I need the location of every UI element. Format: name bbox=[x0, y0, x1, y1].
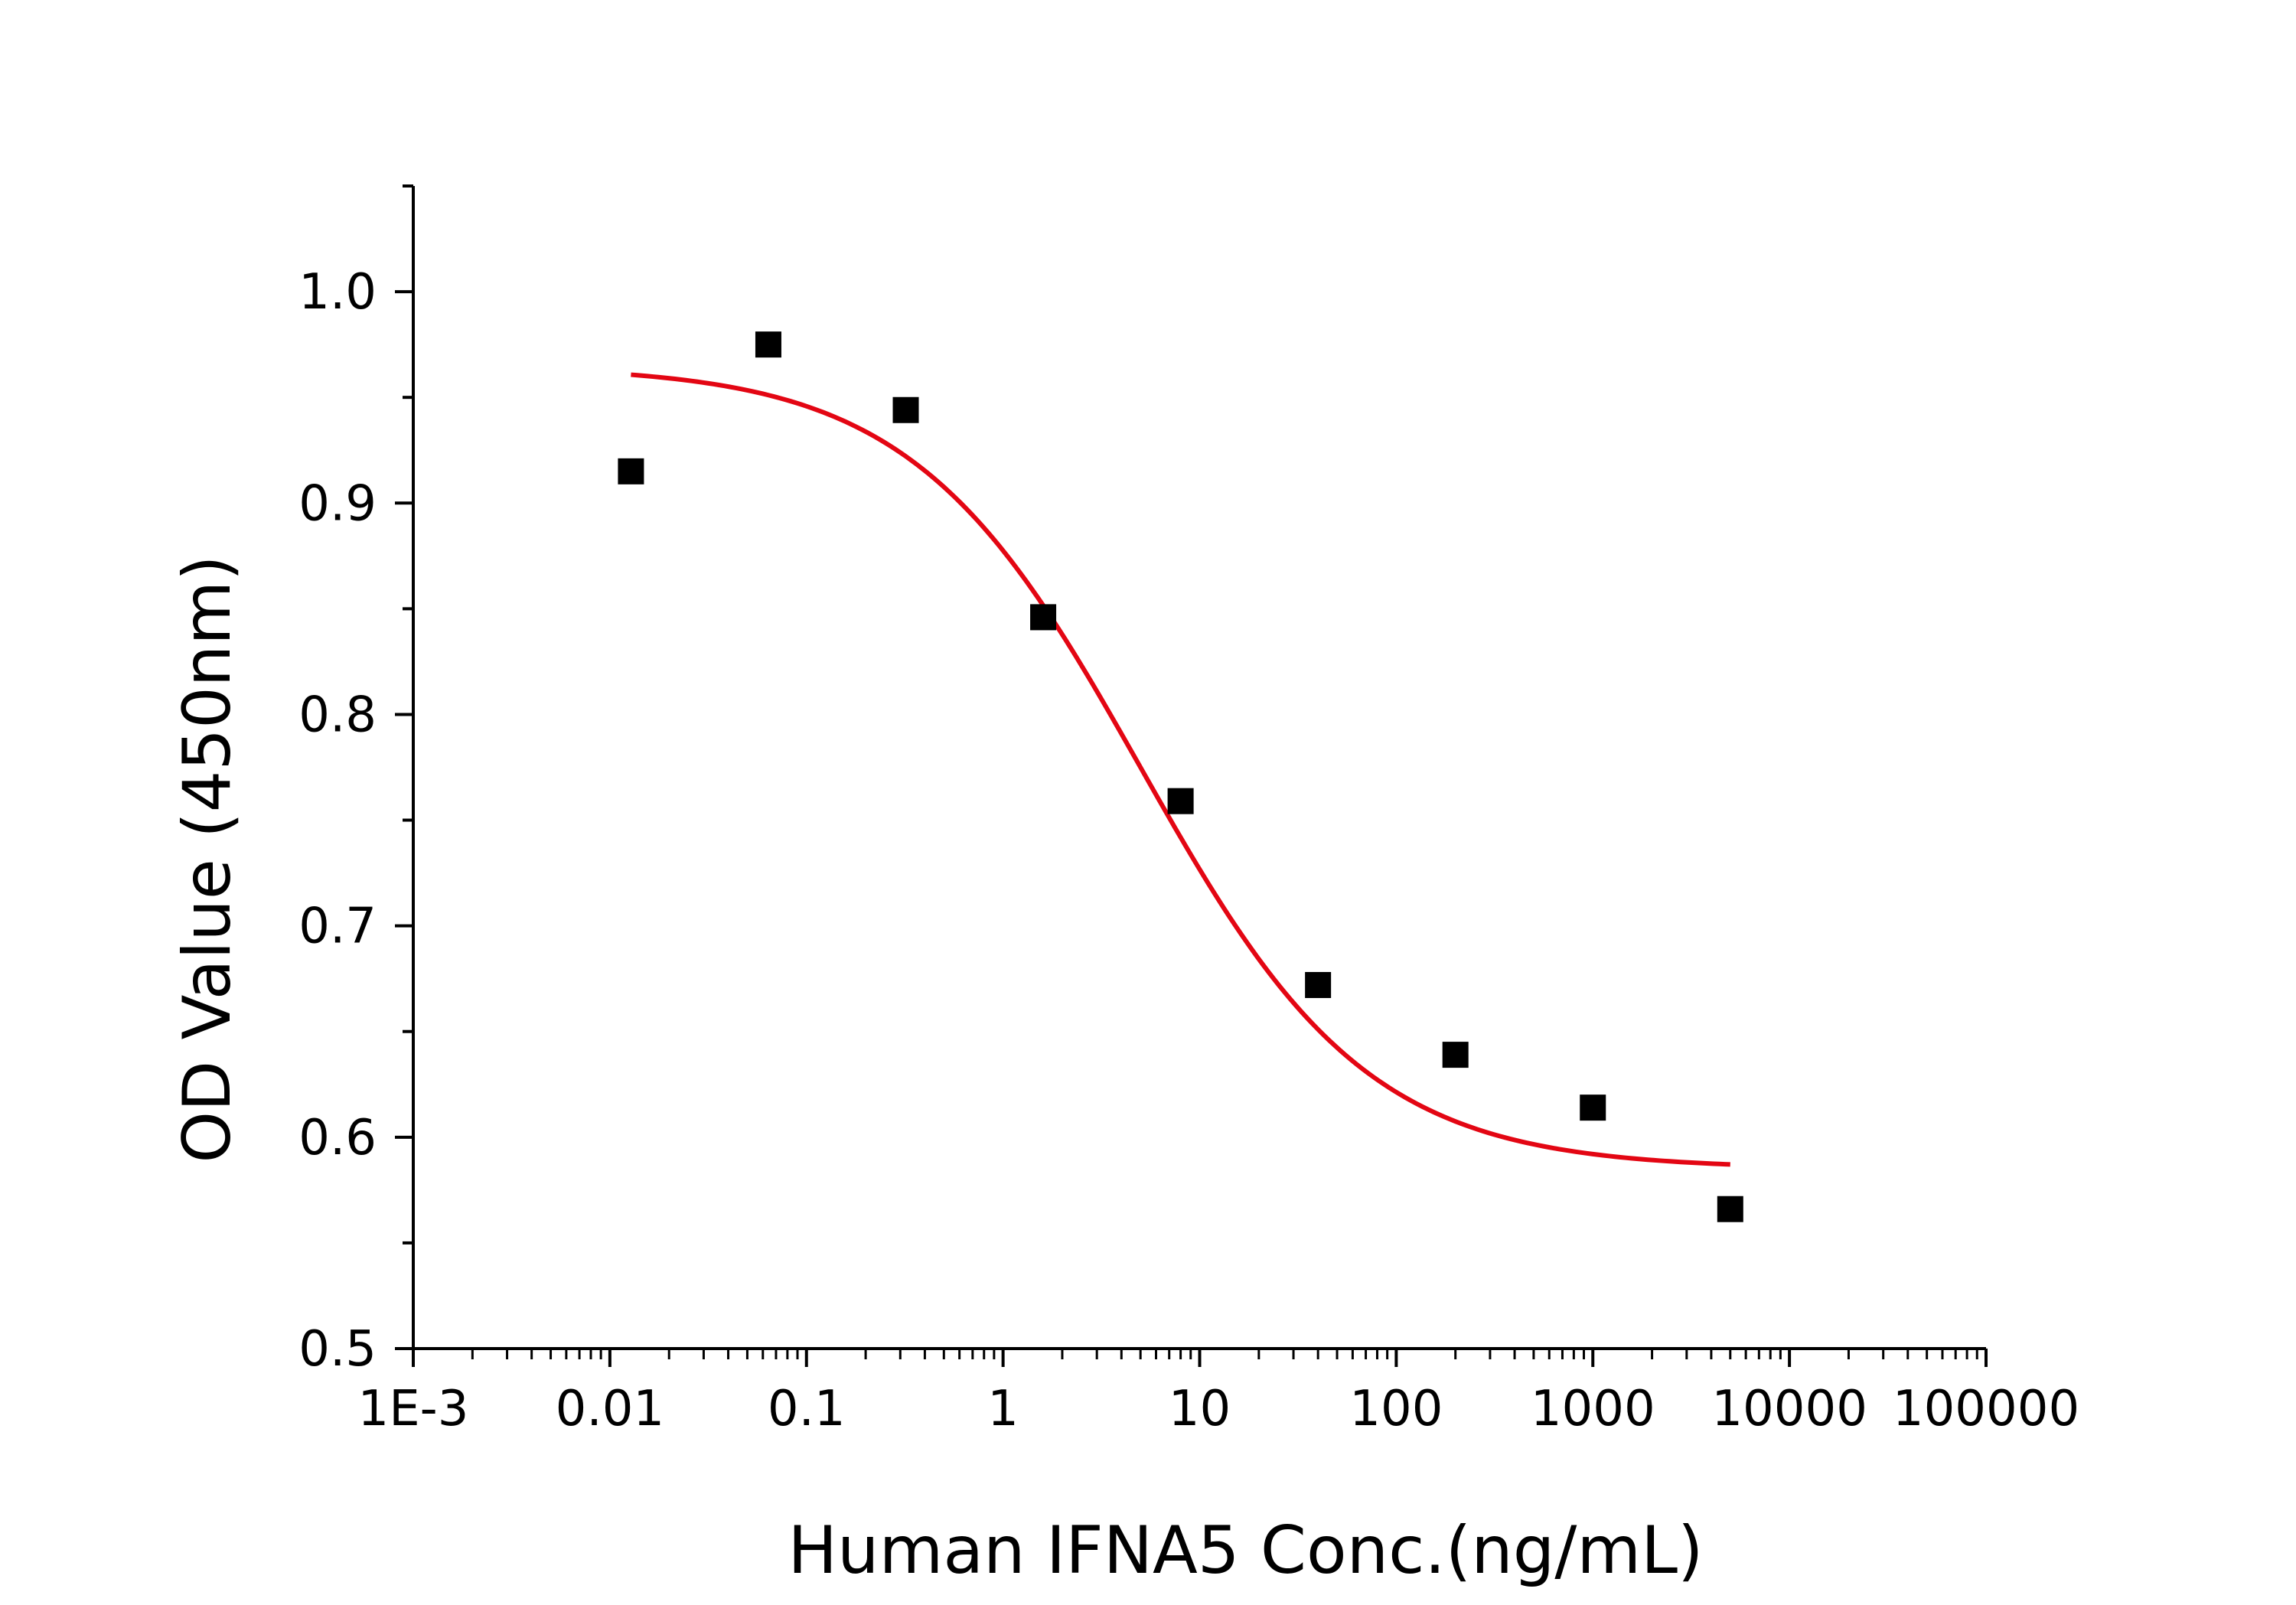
data-point bbox=[618, 458, 644, 484]
x-tick-label: 1E-3 bbox=[358, 1381, 469, 1437]
x-tick-label: 100000 bbox=[1893, 1381, 2079, 1437]
ticks bbox=[395, 184, 1988, 1367]
y-tick-label: 0.7 bbox=[298, 899, 377, 955]
x-tick-label: 10000 bbox=[1711, 1381, 1867, 1437]
tick-labels: 0.5 0.6 0.7 0.8 0.9 1.0 1E-3 0.01 0.1 1 10 100 1000 1… bbox=[298, 264, 2079, 1437]
y-axis-title: OD Value (450nm) bbox=[169, 555, 246, 1163]
x-tick-label: 100 bbox=[1349, 1381, 1443, 1437]
data-points bbox=[618, 331, 1743, 1222]
y-tick-label: 0.6 bbox=[298, 1110, 377, 1166]
data-point bbox=[1030, 604, 1057, 631]
data-point bbox=[755, 331, 781, 358]
fit-curve bbox=[631, 372, 1730, 1167]
x-tick-label: 10 bbox=[1169, 1381, 1231, 1437]
axes bbox=[412, 186, 1986, 1350]
y-tick-label: 0.9 bbox=[298, 475, 377, 532]
data-point bbox=[1442, 1042, 1469, 1068]
y-tick-label: 1.0 bbox=[298, 264, 377, 321]
data-point bbox=[1167, 788, 1194, 814]
data-point bbox=[892, 396, 919, 423]
x-tick-label: 0.01 bbox=[556, 1381, 665, 1437]
x-tick-label: 1 bbox=[987, 1381, 1019, 1437]
x-tick-label: 1000 bbox=[1531, 1381, 1655, 1437]
y-tick-label: 0.8 bbox=[298, 687, 377, 743]
data-point bbox=[1580, 1094, 1606, 1121]
data-point bbox=[1717, 1196, 1743, 1222]
data-point bbox=[1305, 971, 1332, 998]
y-tick-label: 0.5 bbox=[298, 1321, 377, 1378]
x-tick-label: 0.1 bbox=[768, 1381, 846, 1437]
x-axis-title: Human IFNA5 Conc.(ng/mL) bbox=[788, 1512, 1703, 1589]
